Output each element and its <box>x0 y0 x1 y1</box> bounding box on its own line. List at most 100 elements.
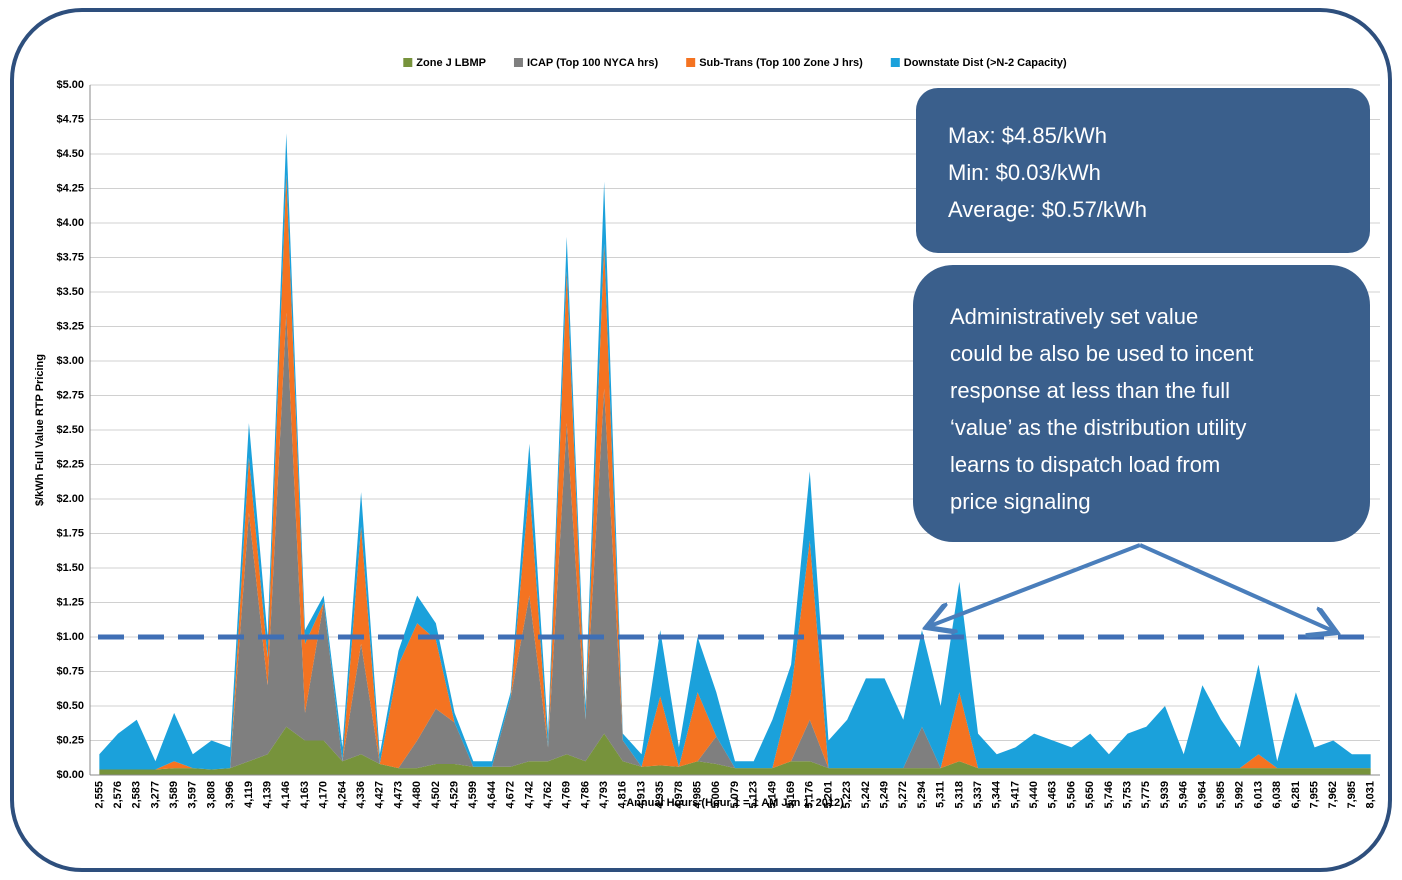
arrow <box>1139 543 1333 631</box>
x-tick-label: 4,480 <box>411 781 423 809</box>
stats-box: Max: $4.85/kWh Min: $0.03/kWh Average: $0.… <box>916 88 1370 253</box>
y-tick-label: $0.00 <box>56 769 84 781</box>
legend-label: Zone J LBMP <box>416 57 486 69</box>
y-tick-label: $4.50 <box>56 148 84 160</box>
y-tick-label: $1.50 <box>56 562 84 574</box>
x-tick-label: 4,139 <box>262 781 274 809</box>
x-tick-label: 4,935 <box>654 781 666 809</box>
x-tick-label: 4,427 <box>374 781 386 809</box>
legend-swatch <box>890 58 900 67</box>
x-tick-label: 3,589 <box>168 781 180 809</box>
x-tick-label: 4,336 <box>355 781 367 809</box>
x-tick-label: 4,264 <box>336 780 348 808</box>
x-tick-label: 5,337 <box>972 781 984 809</box>
x-tick-label: 5,272 <box>897 781 909 809</box>
x-tick-label: 4,644 <box>486 780 498 808</box>
x-tick-label: 5,006 <box>710 781 722 809</box>
x-tick-label: 5,079 <box>729 781 741 809</box>
x-tick-label: 5,985 <box>1215 781 1227 809</box>
x-axis-title: Annual Hours (Hour 1 = 1 AM Jan 1, 2012) <box>626 797 844 809</box>
x-tick-label: 5,294 <box>916 780 928 808</box>
x-tick-label: 5,242 <box>860 781 872 809</box>
x-tick-label: 6,013 <box>1252 781 1264 809</box>
note-line: ‘value’ as the distribution utility <box>950 415 1246 440</box>
x-tick-label: 4,769 <box>561 781 573 809</box>
x-tick-label: 4,742 <box>523 781 535 809</box>
y-tick-label: $3.00 <box>56 355 84 367</box>
plot: $0.00 $0.25 $0.50 $0.75 $1.00 $1.25 $1.50 $1.75… <box>56 79 1380 809</box>
x-tick-label: 6,038 <box>1271 781 1283 809</box>
x-tick-label: 5,939 <box>1159 781 1171 809</box>
legend-swatch <box>403 58 413 67</box>
x-tick-label: 3,277 <box>149 781 161 809</box>
x-tick-label: 5,123 <box>748 781 760 809</box>
x-tick-label: 4,146 <box>280 781 292 809</box>
x-tick-label: 5,992 <box>1234 781 1246 809</box>
x-tick-label: 4,163 <box>299 781 311 809</box>
stats-line: Min: $0.03/kWh <box>948 160 1101 185</box>
stats-line: Max: $4.85/kWh <box>948 123 1107 148</box>
x-tick-label: 4,786 <box>579 781 591 809</box>
x-tick-label: 3,597 <box>187 781 199 809</box>
legend-label: ICAP (Top 100 NYCA hrs) <box>527 57 659 69</box>
x-tick-label: 4,473 <box>392 781 404 809</box>
y-tick-label: $3.75 <box>56 251 84 263</box>
y-tick-label: $5.00 <box>56 79 84 91</box>
y-tick-label: $3.50 <box>56 286 84 298</box>
y-tick-label: $4.00 <box>56 217 84 229</box>
x-tick-label: 6,281 <box>1290 781 1302 809</box>
stats-box-bg <box>916 88 1370 253</box>
y-tick-label: $4.25 <box>56 182 84 194</box>
y-tick-label: $4.75 <box>56 113 84 125</box>
y-tick-label: $1.00 <box>56 631 84 643</box>
y-tick-label: $0.75 <box>56 665 84 677</box>
x-tick-label: 5,775 <box>1140 781 1152 809</box>
stats-line: Average: $0.57/kWh <box>948 197 1147 222</box>
x-tick-label: 5,753 <box>1122 781 1134 809</box>
x-tick-label: 7,955 <box>1308 781 1320 809</box>
x-tick-label: 7,985 <box>1346 781 1358 809</box>
x-tick-label: 5,964 <box>1196 780 1208 808</box>
legend-swatch <box>686 58 696 67</box>
x-tick-label: 7,962 <box>1327 781 1339 809</box>
x-tick-label: 4,529 <box>448 781 460 809</box>
x-tick-label: 5,440 <box>1028 781 1040 809</box>
y-axis-title: $/kWh Full Value RTP Pricing <box>34 354 46 506</box>
x-tick-label: 2,583 <box>131 781 143 809</box>
x-tick-label: 5,311 <box>935 781 947 808</box>
x-tick-label: 4,793 <box>598 781 610 809</box>
y-tick-label: $1.75 <box>56 527 84 539</box>
x-tick-label: 4,985 <box>692 781 704 809</box>
x-tick-label: 5,463 <box>1047 781 1059 809</box>
x-tick-label: 5,506 <box>1065 781 1077 809</box>
x-tick-label: 5,417 <box>1009 781 1021 809</box>
x-tick-label: 5,344 <box>991 780 1003 808</box>
y-tick-label: $1.25 <box>56 596 84 608</box>
y-tick-label: $2.50 <box>56 424 84 436</box>
note-box: Administratively set value could be also … <box>913 265 1370 542</box>
x-tick-label: 5,223 <box>841 781 853 809</box>
x-tick-label: 3,808 <box>205 781 217 809</box>
y-tick-label: $2.75 <box>56 389 84 401</box>
area <box>99 726 1371 775</box>
x-tick-label: 5,946 <box>1178 781 1190 809</box>
note-line: Administratively set value <box>950 304 1198 329</box>
x-tick-label: 4,502 <box>430 781 442 809</box>
y-tick-label: $2.00 <box>56 493 84 505</box>
x-tick-label: 5,318 <box>953 781 965 809</box>
legend: Zone J LBMP ICAP (Top 100 NYCA hrs) Sub-Tr… <box>403 57 1067 69</box>
legend-swatch <box>513 58 523 67</box>
x-tick-label: 5,201 <box>822 781 834 809</box>
legend-label: Sub-Trans (Top 100 Zone J hrs) <box>699 57 863 69</box>
note-box-bg <box>913 265 1370 542</box>
area <box>99 133 1371 770</box>
y-tick-label: $2.25 <box>56 458 84 470</box>
x-tick-label: 2,576 <box>112 781 124 809</box>
x-tick-label: 4,762 <box>542 781 554 809</box>
note-line: learns to dispatch load from <box>950 452 1220 477</box>
note-line: could be also be used to incent <box>950 341 1253 366</box>
x-tick-label: 8,031 <box>1365 781 1377 809</box>
y-tick-label: $3.25 <box>56 320 84 332</box>
x-tick-label: 2,555 <box>93 781 105 809</box>
